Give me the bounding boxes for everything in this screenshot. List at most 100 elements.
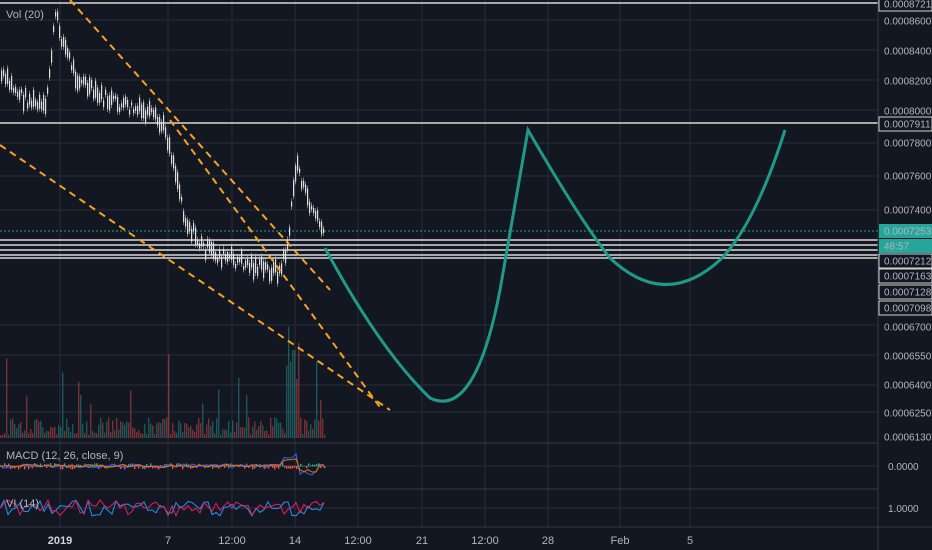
candle-body — [319, 220, 321, 227]
volume-bar — [298, 343, 300, 438]
volume-bar — [76, 433, 78, 438]
volume-bar — [148, 417, 150, 438]
volume-bar — [62, 372, 64, 438]
candle-body — [161, 121, 163, 131]
volume-bar — [172, 423, 174, 438]
price-candles — [1, 8, 325, 287]
candle-body — [187, 219, 189, 234]
volume-bar — [304, 419, 306, 438]
price-tick-label: 0.0006700 — [884, 323, 932, 334]
candle-body — [221, 256, 223, 268]
candle-body — [255, 256, 257, 273]
price-tick-label: 0.0008600 — [884, 17, 932, 28]
candle-body — [265, 261, 267, 270]
candle-body — [199, 243, 201, 249]
volume-bar — [100, 417, 102, 438]
volume-bar — [70, 431, 72, 438]
macd-histogram-bar — [36, 466, 38, 468]
macd-histogram-bar — [74, 466, 76, 469]
macd-histogram-bar — [218, 466, 220, 469]
macd-histogram-bar — [306, 466, 308, 469]
price-tick-label: 0.0006130 — [884, 433, 932, 444]
volume-bar — [306, 420, 308, 438]
volume-bar — [174, 431, 176, 438]
macd-histogram-bar — [40, 463, 42, 467]
volume-bar — [310, 424, 312, 438]
candle-body — [237, 256, 239, 263]
volume-bar — [158, 422, 160, 438]
macd-histogram-bar — [272, 466, 274, 468]
candle-body — [277, 272, 279, 284]
volume-bar — [258, 426, 260, 438]
candle-body — [101, 85, 103, 100]
vi-indicator-label[interactable]: VI (14) — [6, 498, 40, 510]
volume-bar — [34, 420, 36, 438]
candle-body — [125, 96, 127, 105]
current-price-badge — [879, 239, 932, 253]
candle-body — [157, 117, 159, 126]
candle-body — [71, 65, 73, 71]
candle-body — [131, 102, 133, 106]
volume-bar — [276, 418, 278, 438]
candle-body — [21, 89, 23, 93]
volume-bar — [214, 433, 216, 438]
macd-histogram-bar — [208, 465, 210, 467]
volume-bar — [74, 433, 76, 438]
candle-body — [149, 101, 151, 117]
volume-bar — [226, 429, 228, 438]
volume-bar — [250, 434, 252, 438]
volume-bar — [308, 430, 310, 438]
macd-histogram-bar — [228, 466, 230, 469]
candle-body — [147, 106, 149, 115]
volume-bar — [236, 422, 238, 438]
current-price-badge — [879, 224, 932, 238]
level-price-badge — [878, 268, 932, 284]
time-axis[interactable]: 2019 7 12:00 14 12:00 21 12:00 28 Feb 5 — [48, 535, 693, 547]
volume-bar — [292, 349, 294, 438]
level-price-badge — [878, 116, 932, 132]
macd-histogram-bar — [252, 466, 254, 470]
candle-body — [19, 89, 21, 100]
trend-lines[interactable] — [0, 0, 391, 411]
volume-bar — [46, 430, 48, 438]
candle-body — [89, 77, 91, 94]
middle-trendline[interactable] — [0, 144, 391, 411]
candle-body — [53, 25, 55, 32]
volume-bar — [280, 422, 282, 438]
candle-body — [215, 252, 217, 261]
candle-body — [211, 241, 213, 256]
candle-body — [257, 266, 259, 276]
candle-body — [317, 210, 319, 221]
candle-body — [201, 236, 203, 247]
macd-histogram-bar — [30, 464, 32, 467]
candle-body — [309, 201, 311, 214]
projection-path[interactable] — [323, 125, 787, 403]
candle-body — [271, 267, 273, 281]
macd-histogram-bar — [216, 464, 218, 467]
price-axis[interactable]: 0.0008721 0.0008600 0.0008400 0.0008200 0.00… — [878, 0, 932, 515]
volume-bar — [312, 428, 314, 438]
macd-histogram-bar — [294, 466, 296, 468]
volume-bar — [270, 417, 272, 438]
candle-body — [11, 76, 13, 90]
candle-body — [181, 197, 183, 202]
macd-indicator-label[interactable]: MACD (12, 26, close, 9) — [6, 450, 124, 462]
volume-bar — [14, 423, 16, 438]
macd-histogram-bar — [316, 464, 318, 467]
macd-histogram-bar — [238, 466, 240, 468]
candle-body — [25, 88, 27, 98]
candle-body — [175, 166, 177, 182]
volume-bar — [88, 434, 90, 438]
candle-body — [163, 114, 165, 131]
candle-body — [259, 258, 261, 265]
candle-body — [145, 110, 147, 123]
volume-indicator-label[interactable]: Vol (20) — [6, 9, 44, 21]
candle-body — [85, 76, 87, 86]
candle-body — [225, 254, 227, 261]
volume-bar — [128, 422, 130, 438]
volume-bar — [136, 432, 138, 438]
upper-trendline[interactable] — [69, 0, 331, 291]
candle-body — [15, 86, 17, 94]
